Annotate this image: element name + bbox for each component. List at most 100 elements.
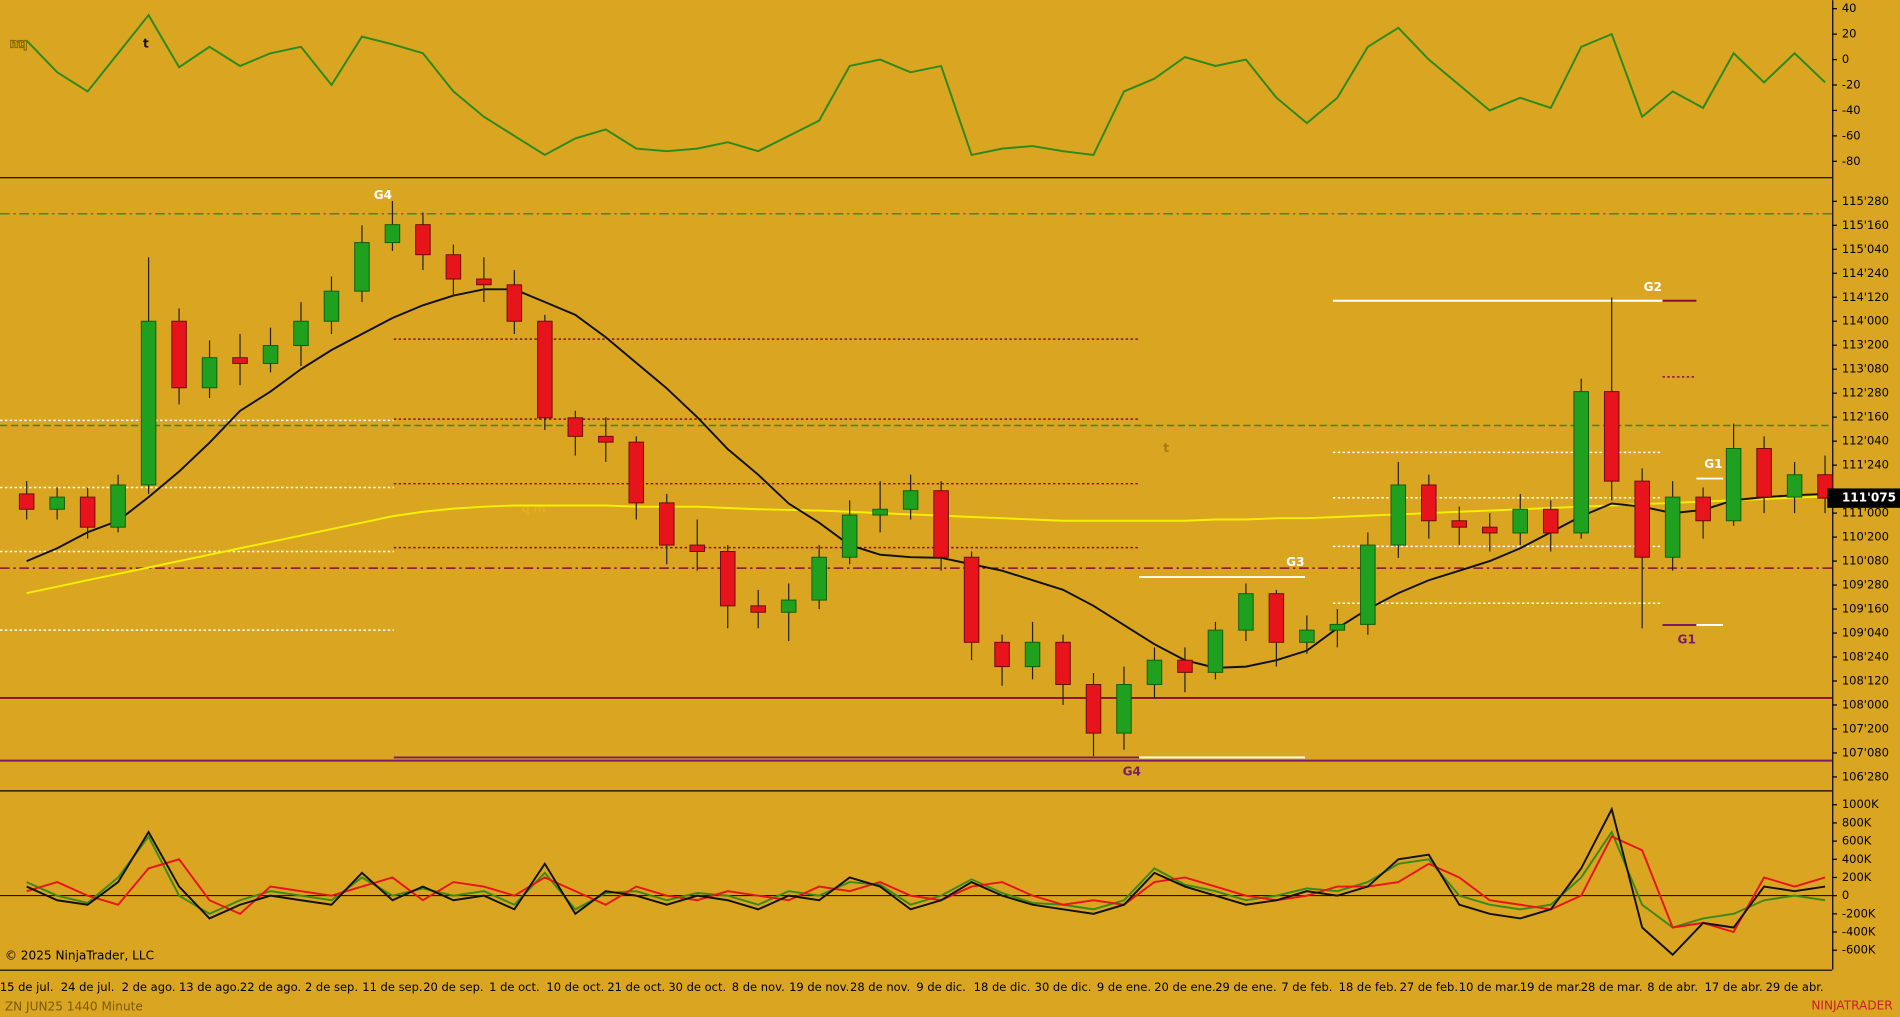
candle-body	[415, 224, 431, 256]
y-tick-label: 108'240	[1842, 650, 1889, 664]
y-tick-label: -600K	[1842, 943, 1876, 957]
candle-body	[476, 278, 492, 286]
candle-body	[537, 320, 553, 419]
y-tick-label: 109'160	[1842, 602, 1889, 616]
y-tick-label: 106'280	[1842, 769, 1889, 783]
copyright: © 2025 NinjaTrader, LLC	[5, 949, 154, 963]
watermark-text: t	[1163, 441, 1169, 455]
x-tick-label: 18 de feb.	[1339, 980, 1397, 994]
candle-body	[902, 490, 919, 510]
candle-body	[1024, 641, 1041, 668]
x-tick-label: 15 de jul.	[0, 980, 53, 994]
x-tick-label: 1 de oct.	[489, 980, 540, 994]
y-tick-label: 200K	[1842, 870, 1872, 884]
y-tick-label: 115'160	[1842, 218, 1889, 232]
x-tick-label: 7 de feb.	[1281, 980, 1332, 994]
y-tick-label: 114'000	[1842, 314, 1889, 328]
candle-body	[659, 502, 675, 546]
x-tick-label: 2 de sep.	[305, 980, 358, 994]
y-tick-label: 0	[1842, 888, 1849, 902]
brand: NINJATRADER	[1811, 998, 1893, 1012]
y-tick-label: 800K	[1842, 815, 1872, 829]
candle-body	[811, 556, 827, 601]
candle-body	[140, 320, 157, 486]
candle-body	[18, 493, 35, 510]
candle-body	[1146, 659, 1163, 685]
x-tick-label: 2 de ago.	[122, 980, 176, 994]
y-tick-label: 110'200	[1842, 530, 1889, 544]
candle-body	[49, 496, 65, 510]
candle-body	[1055, 641, 1071, 685]
y-tick-label: -20	[1842, 78, 1861, 92]
candle-body	[1207, 629, 1224, 673]
annotation: G3	[1286, 555, 1304, 569]
x-tick-label: 24 de jul.	[61, 980, 115, 994]
x-tick-label: 10 de oct.	[546, 980, 604, 994]
candle-body	[1329, 623, 1346, 631]
candle-body	[841, 514, 858, 558]
candle-body	[750, 605, 766, 613]
y-tick-label: 113'080	[1842, 362, 1889, 376]
y-tick-label: 109'280	[1842, 578, 1889, 592]
candle-body	[1177, 659, 1193, 673]
y-tick-label: 113'200	[1842, 338, 1889, 352]
candle-body	[994, 641, 1010, 668]
y-tick-label: 109'040	[1842, 626, 1889, 640]
candle-body	[872, 508, 888, 516]
candle-body	[262, 345, 279, 364]
y-tick-label: -40	[1842, 103, 1861, 117]
y-tick-label: 114'240	[1842, 266, 1889, 280]
candle-body	[1786, 474, 1803, 498]
annotation: G1	[1704, 457, 1722, 471]
x-tick-label: 8 de abr.	[1647, 980, 1698, 994]
x-tick-label: 11 de sep.	[362, 980, 422, 994]
y-tick-label: 112'160	[1842, 410, 1889, 424]
candle-body	[1238, 593, 1254, 631]
x-tick-label: 20 de ene.	[1154, 980, 1215, 994]
x-tick-label: 29 de ene.	[1215, 980, 1276, 994]
candle-body	[567, 417, 584, 437]
y-tick-label: -200K	[1842, 906, 1876, 920]
y-tick-label: 111'000	[1842, 506, 1889, 520]
y-tick-label: 112'040	[1842, 434, 1889, 448]
candle-body	[1085, 684, 1102, 734]
candle-body	[1360, 544, 1376, 625]
candle-body	[1268, 593, 1285, 643]
candle-body	[445, 254, 462, 280]
last-price-box	[1827, 488, 1900, 508]
series-line	[26, 806, 1826, 957]
candle-body	[933, 490, 949, 558]
candle-body	[1756, 448, 1772, 498]
x-tick-label: 29 de abr.	[1766, 980, 1824, 994]
candle-body	[1390, 484, 1407, 546]
candle-body	[1482, 526, 1498, 534]
candle-body	[110, 484, 126, 528]
y-tick-label: 600K	[1842, 834, 1872, 848]
y-tick-label: 1000K	[1842, 797, 1879, 811]
candle-body	[628, 441, 645, 504]
x-tick-label: 28 de mar.	[1581, 980, 1643, 994]
candle-body	[1573, 391, 1589, 534]
candle-body	[293, 320, 309, 347]
candle-body	[1421, 484, 1437, 522]
candle-body	[1116, 684, 1132, 734]
y-tick-label: 20	[1842, 27, 1857, 41]
candle-body	[1512, 508, 1529, 534]
candle-body	[232, 357, 248, 364]
candle-body	[323, 290, 340, 322]
y-tick-label: 112'280	[1842, 386, 1889, 400]
candle-body	[354, 242, 370, 292]
series-line	[26, 829, 1826, 929]
x-tick-label: 19 de nov.	[789, 980, 849, 994]
x-tick-label: 28 de nov.	[850, 980, 910, 994]
annotation: G4	[1123, 765, 1141, 779]
logo: t	[143, 36, 149, 50]
candle-body	[1451, 520, 1468, 528]
x-tick-label: 27 de feb.	[1400, 980, 1458, 994]
candle-body	[1725, 448, 1742, 522]
candle-body	[79, 496, 96, 528]
candle-body	[963, 556, 980, 643]
candle-body	[1695, 496, 1711, 522]
